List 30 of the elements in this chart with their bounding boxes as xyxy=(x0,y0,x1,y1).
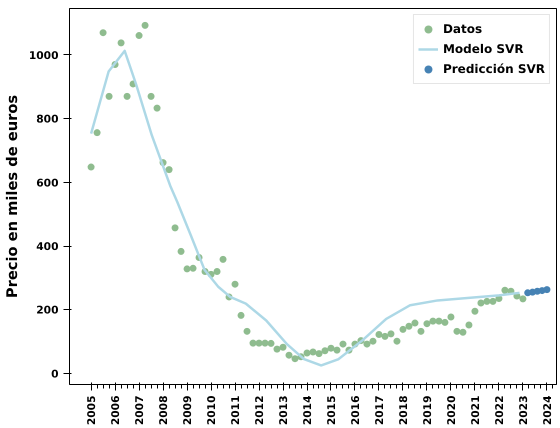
legend-label: Modelo SVR xyxy=(442,42,524,56)
x-tick-label: 2020 xyxy=(444,395,458,426)
x-tick-label: 2005 xyxy=(85,395,98,426)
y-axis-title: Precio en miles de euros xyxy=(4,94,21,298)
legend-label: Predicción SVR xyxy=(442,62,545,76)
x-tick-label: 2011 xyxy=(229,395,242,426)
x-tick-label: 2009 xyxy=(181,395,194,426)
x-tick-label: 2015 xyxy=(324,395,338,426)
x-tick-label: 2022 xyxy=(492,395,506,426)
x-tick-label: 2013 xyxy=(277,395,290,426)
x-tick-label: 2019 xyxy=(420,395,434,426)
x-tick-label: 2018 xyxy=(396,395,410,426)
y-tick-label: 600 xyxy=(36,176,59,190)
y-tick-label: 1000 xyxy=(28,48,59,62)
x-tick-label: 2012 xyxy=(253,395,266,426)
legend-label: Datos xyxy=(442,22,482,36)
y-tick-label: 400 xyxy=(36,240,59,254)
y-tick-label: 0 xyxy=(51,367,59,380)
x-tick-label: 2014 xyxy=(301,395,314,426)
x-tick-label: 2023 xyxy=(516,395,530,426)
y-tick-label: 200 xyxy=(36,304,59,317)
x-tick-label: 2007 xyxy=(133,395,146,426)
x-tick-label: 2010 xyxy=(205,395,218,426)
x-tick-label: 2021 xyxy=(468,395,482,426)
y-tick-label: 800 xyxy=(36,112,59,126)
x-tick-label: 2017 xyxy=(372,395,386,426)
x-tick-label: 2008 xyxy=(157,395,170,426)
x-tick-label: 2006 xyxy=(109,395,122,426)
x-tick-label: 2024 xyxy=(540,395,554,426)
x-tick-label: 2016 xyxy=(348,395,362,426)
